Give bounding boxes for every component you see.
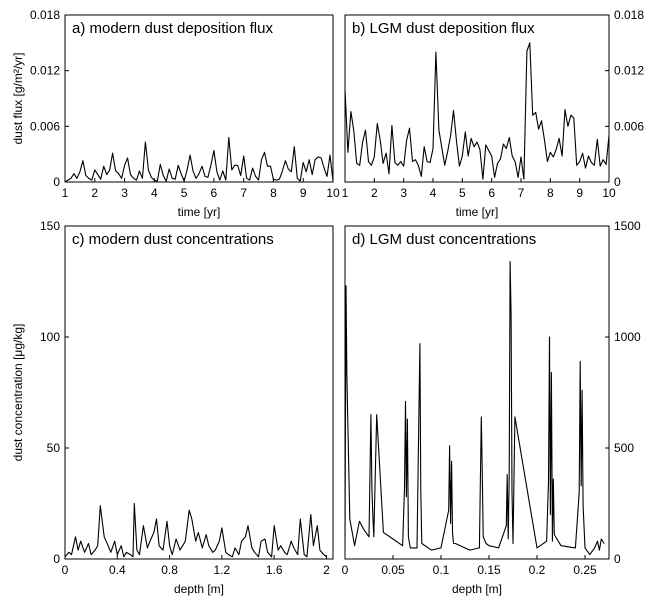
x-tick-label: 7 <box>240 186 247 200</box>
panel-title: d) LGM dust concentrations <box>352 231 536 248</box>
x-tick-label: 6 <box>211 186 218 200</box>
x-tick-label: 0.25 <box>573 563 597 577</box>
x-tick-label: 1 <box>62 186 69 200</box>
x-tick-label: 8 <box>270 186 277 200</box>
y-tick-label: 0.006 <box>30 119 60 133</box>
y-tick-label: 150 <box>40 219 60 233</box>
x-axis-label: time [yr] <box>178 205 221 219</box>
x-tick-label: 0.1 <box>433 563 450 577</box>
y-tick-label: 50 <box>47 441 61 455</box>
series-line <box>64 136 334 183</box>
x-tick-label: 4 <box>151 186 158 200</box>
x-tick-label: 8 <box>547 186 554 200</box>
y-axis-label: dust flux [g/m²/yr] <box>11 52 25 144</box>
x-tick-label: 0.15 <box>477 563 501 577</box>
panel-d-lgm-concentration: 0 0.05 0.1 0.15 0.2 0.25 0 500 1000 1500 d) LGM du… <box>342 219 641 596</box>
x-tick-label: 0.05 <box>381 563 405 577</box>
x-tick-label: 1.6 <box>266 563 283 577</box>
x-tick-label: 1.2 <box>214 563 231 577</box>
y-tick-label: 0.018 <box>614 8 644 22</box>
x-tick-label: 10 <box>602 186 616 200</box>
y-tick-label: 0.012 <box>614 64 644 78</box>
y-tick-label: 1000 <box>614 330 641 344</box>
panel-title: b) LGM dust deposition flux <box>352 20 535 37</box>
x-tick-label: 4 <box>430 186 437 200</box>
x-tick-label: 0 <box>342 563 349 577</box>
x-tick-label: 7 <box>518 186 525 200</box>
x-tick-label: 1 <box>342 186 349 200</box>
x-tick-label: 5 <box>181 186 188 200</box>
y-tick-label: 0 <box>614 552 621 566</box>
x-tick-label: 0.8 <box>161 563 178 577</box>
series-line <box>344 42 610 180</box>
x-tick-label: 3 <box>121 186 128 200</box>
x-axis-label: depth [m] <box>174 582 224 596</box>
panel-title: c) modern dust concentrations <box>72 231 274 248</box>
y-tick-label: 0 <box>53 175 60 189</box>
y-tick-label: 0.012 <box>30 64 60 78</box>
y-axis-label: dust concentration [μg/kg] <box>11 324 25 462</box>
y-tick-label: 0.018 <box>30 8 60 22</box>
panel-b-lgm-flux: 1 2 3 4 5 6 7 8 9 100 0.006 0.012 0.018 b) LGM dust d… <box>342 8 645 219</box>
x-axis-label: time [yr] <box>456 205 499 219</box>
x-tick-label: 0.4 <box>109 563 126 577</box>
plot-frame <box>64 14 334 183</box>
plot-frame <box>344 225 610 560</box>
x-axis-label: depth [m] <box>452 582 502 596</box>
y-tick-label: 0 <box>614 175 621 189</box>
y-tick-label: 0.006 <box>614 119 644 133</box>
x-tick-label: 10 <box>326 186 340 200</box>
x-tick-label: 9 <box>300 186 307 200</box>
y-tick-label: 500 <box>614 441 634 455</box>
plot-frame <box>64 225 334 560</box>
x-tick-label: 0 <box>62 563 69 577</box>
y-tick-label: 0 <box>53 552 60 566</box>
x-tick-label: 2 <box>323 563 330 577</box>
x-tick-label: 9 <box>576 186 583 200</box>
x-tick-label: 0.2 <box>529 563 546 577</box>
panel-c-modern-concentration: 0 0.4 0.8 1.2 1.6 2 0 50 100 150 c) modern dust co… <box>11 219 334 596</box>
series-line <box>64 502 327 558</box>
y-tick-label: 100 <box>40 330 60 344</box>
series-line <box>344 260 605 556</box>
panel-a-modern-flux: 1 2 3 4 5 6 7 8 9 10 0 0.006 0.012 0.018 a) modern dus… <box>11 8 340 219</box>
x-tick-label: 3 <box>400 186 407 200</box>
y-tick-label: 1500 <box>614 219 641 233</box>
panel-title: a) modern dust deposition flux <box>72 20 273 37</box>
x-tick-label: 2 <box>371 186 378 200</box>
x-tick-label: 2 <box>91 186 98 200</box>
x-tick-label: 5 <box>459 186 466 200</box>
x-tick-label: 6 <box>488 186 495 200</box>
